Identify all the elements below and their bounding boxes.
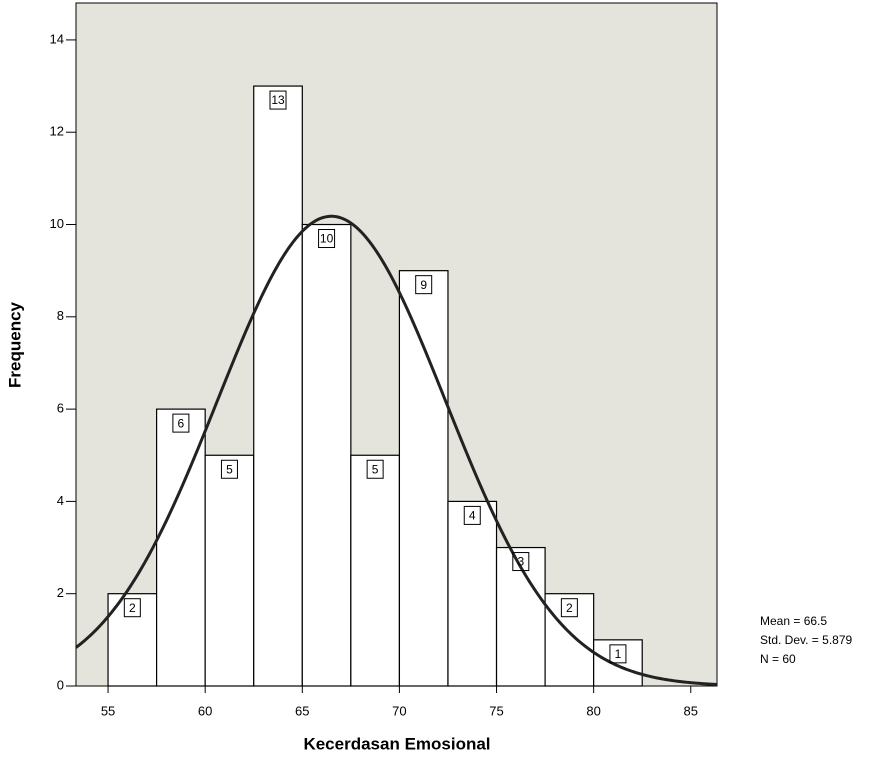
x-tick-label: 85 [684, 703, 698, 718]
data-label-box [269, 90, 287, 110]
data-label-box [415, 275, 433, 295]
x-tick-label: 55 [101, 703, 115, 718]
stat-label: N = 60 [760, 652, 796, 666]
bar [350, 454, 401, 687]
data-label: 3 [517, 555, 524, 569]
x-axis-title: Kecerdasan Emosional [303, 734, 490, 753]
x-tick-label: 70 [392, 703, 406, 718]
bar [156, 408, 206, 687]
y-tick-label: 8 [57, 308, 64, 323]
bar [398, 270, 449, 687]
y-tick-label: 0 [57, 677, 64, 692]
stat-label: Mean = 66.5 [760, 614, 827, 628]
bar [301, 223, 352, 687]
data-label-box [609, 644, 627, 664]
x-tick-label: 75 [489, 703, 503, 718]
x-tick-label: 65 [295, 703, 309, 718]
data-label: 13 [271, 93, 285, 107]
data-label: 4 [469, 509, 476, 523]
y-axis-title: Frequency [5, 301, 24, 388]
data-label: 5 [372, 462, 379, 476]
bar [204, 454, 255, 687]
data-label: 5 [226, 462, 233, 476]
y-tick-label: 2 [57, 585, 64, 600]
bar [447, 500, 498, 687]
bar [253, 85, 303, 687]
data-label-box [463, 505, 481, 525]
data-label: 10 [320, 232, 334, 246]
y-tick-label: 10 [50, 216, 64, 231]
data-label-box [560, 598, 578, 618]
x-tick-label: 60 [198, 703, 212, 718]
stat-label: Std. Dev. = 5.879 [760, 633, 852, 647]
y-tick-label: 4 [57, 493, 64, 508]
data-label: 6 [178, 416, 185, 430]
y-tick-label: 14 [50, 31, 64, 46]
data-label-box [172, 413, 190, 433]
y-tick-label: 6 [57, 401, 64, 416]
data-label-box [123, 598, 141, 618]
data-label-box [220, 459, 238, 479]
data-label-box [366, 459, 384, 479]
data-label: 1 [615, 647, 622, 661]
bar [544, 593, 595, 687]
data-label: 2 [566, 601, 573, 615]
data-label: 2 [129, 601, 136, 615]
data-label-box [318, 229, 336, 249]
x-tick-label: 80 [586, 703, 600, 718]
data-label: 9 [420, 278, 427, 292]
data-label-box [512, 552, 530, 572]
y-tick-label: 12 [50, 124, 64, 139]
